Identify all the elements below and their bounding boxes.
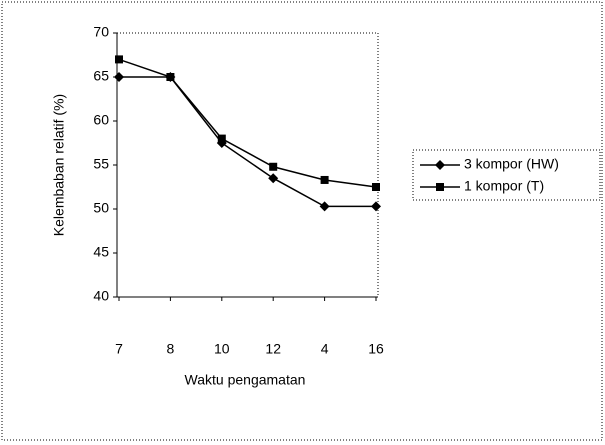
marker	[114, 72, 124, 82]
x-axis-title: Waktu pengamatan	[185, 372, 306, 388]
series-line	[119, 76, 376, 208]
marker	[320, 175, 329, 184]
y-tick-label: 40	[93, 288, 109, 304]
marker	[372, 183, 380, 191]
legend-label: 1 kompor (T)	[464, 178, 544, 194]
x-tick-label: 4	[321, 341, 329, 357]
y-tick-label: 65	[93, 68, 109, 84]
legend-box	[412, 149, 601, 201]
marker	[166, 73, 175, 81]
y-tick-label: 50	[93, 200, 109, 216]
marker	[269, 162, 278, 171]
marker	[319, 201, 330, 212]
legend-marker	[435, 160, 445, 170]
x-tick-label: 7	[115, 341, 123, 357]
x-tick-label: 8	[167, 341, 175, 357]
y-tick-label: 70	[93, 24, 109, 40]
y-tick-label: 55	[93, 156, 109, 172]
legend-label: 3 kompor (HW)	[464, 156, 559, 172]
y-axis-title: Kelembaban relatif (%)	[51, 94, 67, 236]
y-tick-label: 45	[93, 244, 109, 260]
marker	[217, 134, 226, 143]
marker	[268, 173, 279, 184]
y-tick-label: 60	[93, 112, 109, 128]
legend-marker	[436, 183, 444, 191]
series-line	[118, 58, 377, 188]
x-tick-label: 16	[368, 341, 384, 357]
x-tick-label: 10	[214, 341, 230, 357]
marker	[115, 55, 123, 64]
marker	[371, 201, 381, 212]
x-tick-label: 12	[265, 341, 281, 357]
